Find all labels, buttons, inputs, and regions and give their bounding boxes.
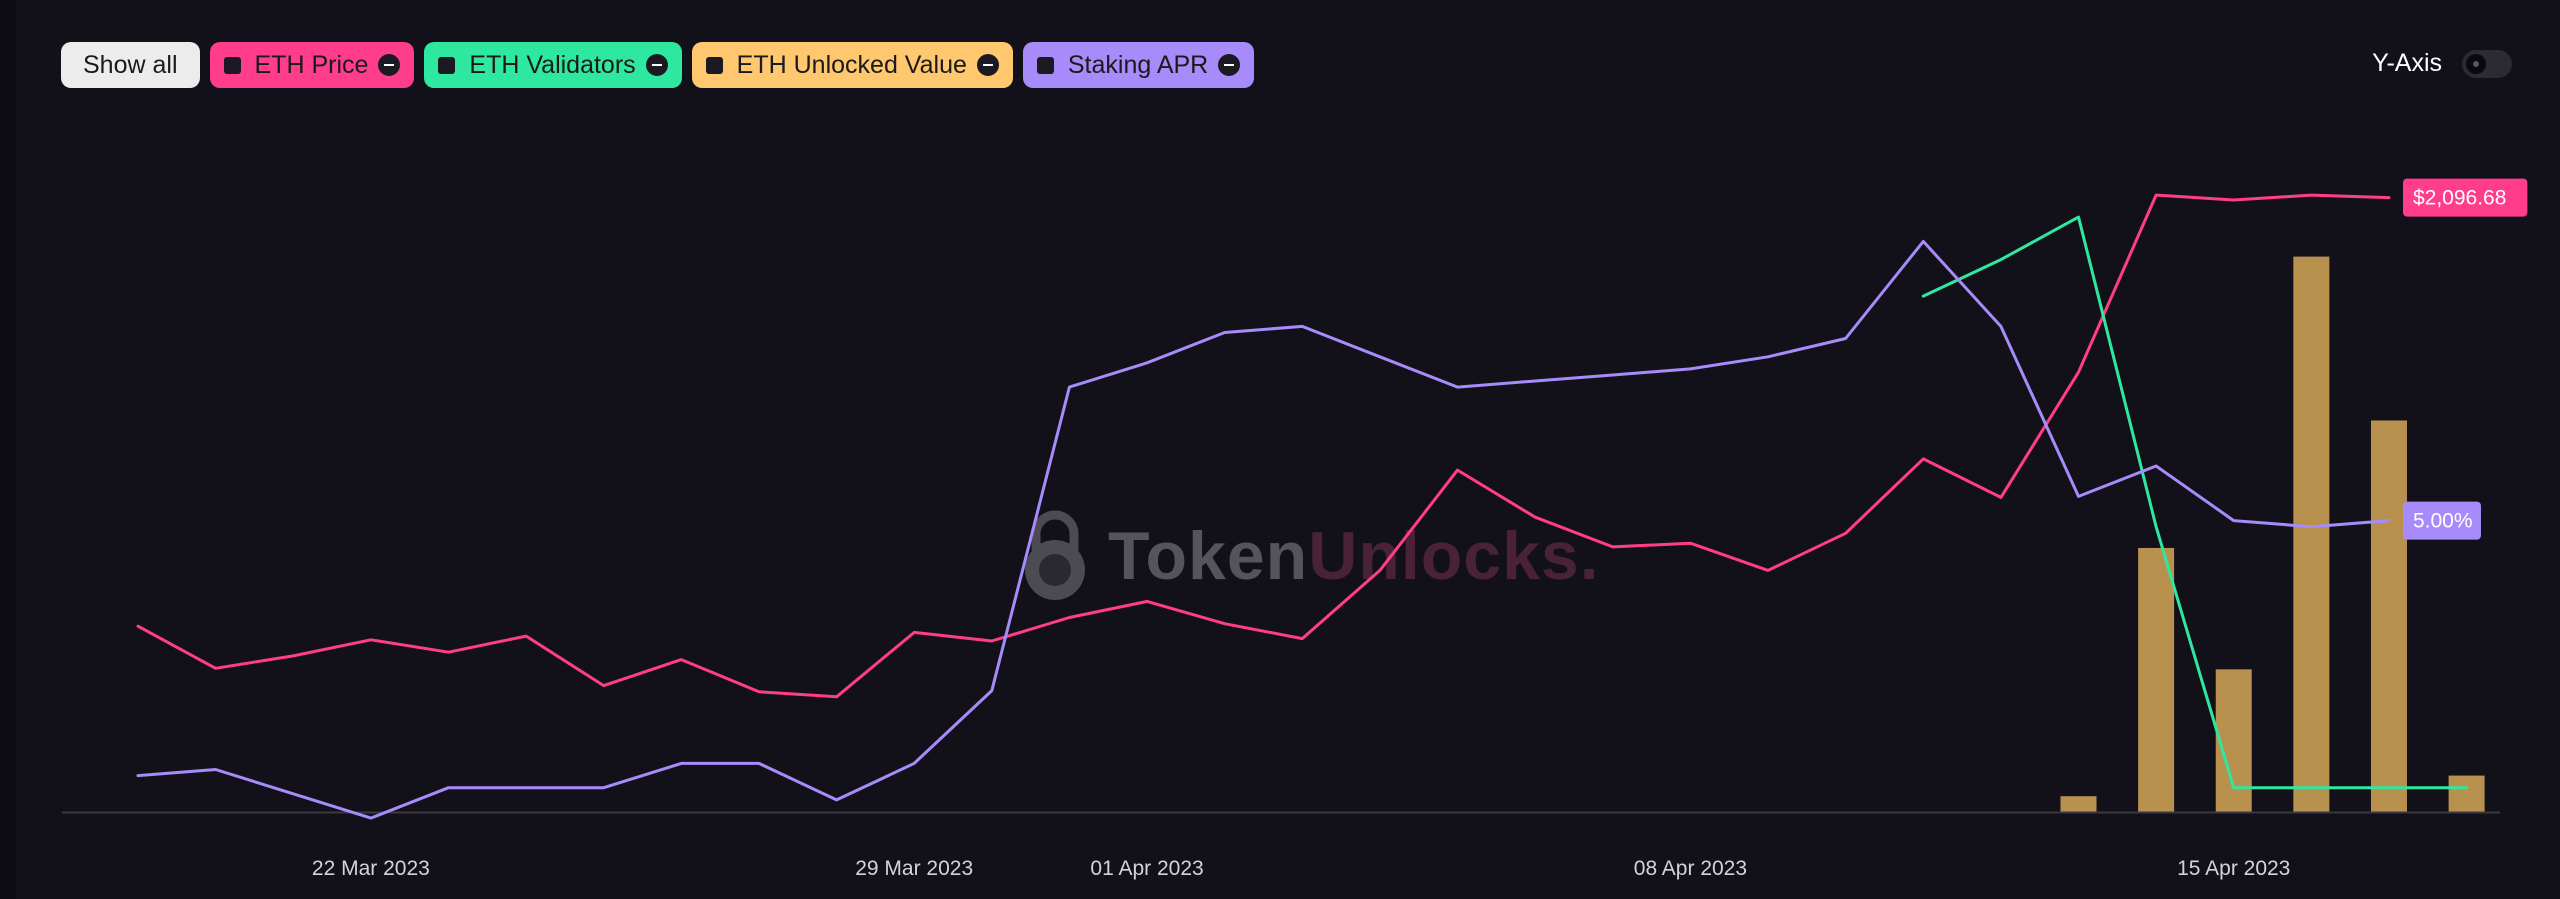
- x-tick-label: 08 Apr 2023: [1634, 857, 1747, 880]
- legend-item-label: ETH Unlocked Value: [736, 50, 967, 79]
- watermark-text-token: Token: [1108, 518, 1309, 594]
- checkbox-square-icon: [223, 56, 241, 74]
- x-tick-label: 22 Mar 2023: [312, 857, 430, 880]
- y-axis-toggle[interactable]: [2462, 49, 2512, 78]
- x-tick-label: 15 Apr 2023: [2177, 857, 2290, 880]
- legend-item-label: ETH Price: [254, 50, 369, 79]
- minus-circle-icon[interactable]: [1218, 54, 1241, 76]
- bar-eth-unlocked-value-0: [2060, 796, 2097, 812]
- legend-item-eth-unlocked-value[interactable]: ETH Unlocked Value: [691, 42, 1013, 88]
- legend-item-label: Staking APR: [1067, 50, 1209, 79]
- toggle-knob-icon: [2466, 53, 2486, 74]
- end-label-box-staking-apr: [2402, 501, 2481, 540]
- bar-eth-unlocked-value-5: [2448, 775, 2485, 812]
- minus-circle-icon[interactable]: [378, 54, 401, 76]
- checkbox-square-icon: [1036, 56, 1054, 74]
- legend: Show all ETH Price ETH Validators ETH Un…: [61, 42, 1255, 88]
- watermark-text-unlocks: Unlocks.: [1308, 518, 1600, 594]
- x-tick-label: 29 Mar 2023: [855, 857, 973, 880]
- end-label-staking-apr: 5.00%: [2413, 510, 2473, 533]
- x-tick-label: 01 Apr 2023: [1090, 857, 1203, 880]
- bar-eth-unlocked-value-3: [2293, 256, 2330, 813]
- checkbox-square-icon: [705, 56, 723, 74]
- series-line-staking-apr: [136, 239, 2391, 820]
- y-axis-label: Y-Axis: [2372, 49, 2442, 77]
- y-axis-control: Y-Axis: [2372, 49, 2512, 78]
- show-all-label: Show all: [83, 50, 178, 79]
- bar-eth-unlocked-value-1: [2138, 547, 2175, 812]
- padlock-logo-icon: [1025, 510, 1085, 600]
- end-label-eth-price: $2,096.68: [2413, 187, 2506, 210]
- series-line-eth-validators: [1921, 215, 2469, 790]
- end-label-box-eth-price: [2402, 178, 2528, 217]
- legend-item-label: ETH Validators: [469, 50, 636, 79]
- bar-eth-unlocked-value-4: [2370, 420, 2407, 812]
- checkbox-square-icon: [438, 56, 456, 74]
- minus-circle-icon[interactable]: [645, 54, 668, 76]
- legend-item-eth-validators[interactable]: ETH Validators: [424, 42, 682, 88]
- legend-item-eth-price[interactable]: ETH Price: [209, 42, 415, 88]
- series-line-eth-price: [136, 193, 2391, 699]
- minus-circle-icon[interactable]: [976, 54, 999, 76]
- watermark: TokenUnlocks.: [1020, 508, 1600, 604]
- legend-item-staking-apr[interactable]: Staking APR: [1022, 42, 1255, 88]
- show-all-button[interactable]: Show all: [61, 42, 200, 88]
